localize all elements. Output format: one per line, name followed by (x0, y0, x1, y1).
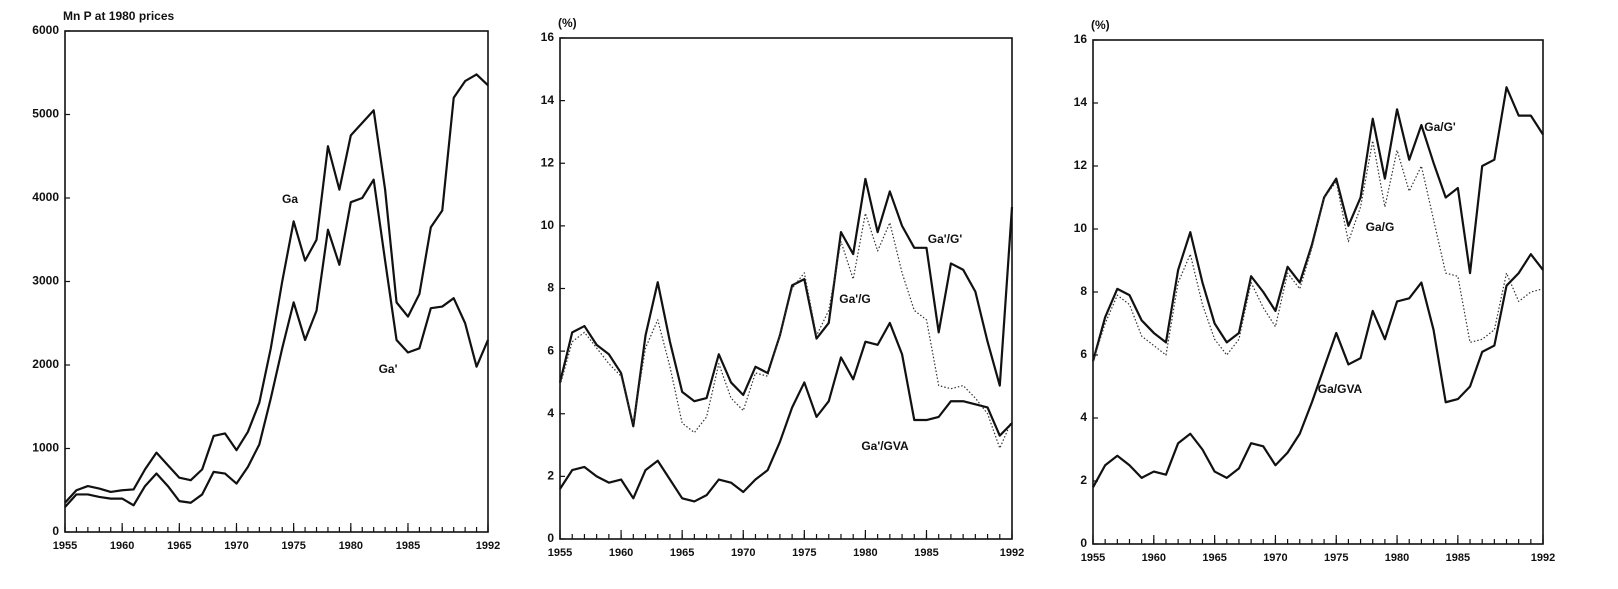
series-label: Ga/G (1366, 220, 1395, 234)
y-tick-label: 6 (1080, 347, 1087, 361)
x-tick-label: 1965 (670, 547, 694, 559)
y-tick-label: 0 (52, 524, 59, 538)
x-tick-label: 1975 (792, 547, 816, 559)
x-tick-label: 1992 (1000, 547, 1024, 559)
series-label: Ga/GVA (1318, 382, 1363, 396)
y-tick-label: 14 (1074, 95, 1088, 109)
x-tick-label: 1980 (1385, 552, 1409, 564)
y-tick-label: 6000 (32, 23, 59, 37)
x-tick-label: 1955 (1081, 552, 1105, 564)
series-label: Ga'/G' (928, 232, 963, 246)
y-tick-label: 4000 (32, 190, 59, 204)
x-tick-label: 1955 (53, 540, 77, 552)
y-tick-label: 16 (541, 30, 555, 44)
x-tick-label: 1965 (1202, 552, 1226, 564)
y-tick-label: 0 (547, 531, 554, 545)
y-tick-label: 6 (547, 343, 554, 357)
x-tick-label: 1965 (167, 540, 191, 552)
y-tick-label: 2 (547, 469, 554, 483)
y-tick-label: 2000 (32, 357, 59, 371)
series-label: Ga'/GVA (861, 439, 909, 453)
x-tick-label: 1975 (1324, 552, 1348, 564)
x-tick-label: 1970 (1263, 552, 1287, 564)
y-axis-label: (%) (558, 16, 577, 30)
y-tick-label: 0 (1080, 536, 1087, 550)
x-tick-label: 1980 (339, 540, 363, 552)
y-tick-label: 12 (1074, 158, 1088, 172)
y-tick-label: 16 (1074, 32, 1088, 46)
x-tick-label: 1992 (476, 540, 500, 552)
x-tick-label: 1955 (548, 547, 572, 559)
series-line (64, 73, 489, 504)
y-tick-label: 2 (1080, 473, 1087, 487)
series-label: Ga'/G (839, 292, 871, 306)
x-tick-label: 1960 (609, 547, 633, 559)
y-tick-label: 1000 (32, 441, 59, 455)
series-label: Ga' (379, 362, 398, 376)
x-tick-label: 1975 (281, 540, 305, 552)
x-tick-label: 1980 (853, 547, 877, 559)
x-tick-label: 1960 (1142, 552, 1166, 564)
y-tick-label: 8 (1080, 284, 1087, 298)
series-line (558, 177, 1014, 428)
y-tick-label: 4 (547, 406, 554, 420)
series-line (64, 178, 490, 508)
x-tick-label: 1992 (1531, 552, 1555, 564)
series-line (1092, 253, 1544, 488)
y-tick-label: 14 (541, 93, 555, 107)
series-label: Ga (282, 192, 298, 206)
y-axis-label: (%) (1091, 18, 1110, 32)
y-tick-label: 10 (1074, 221, 1088, 235)
y-tick-label: 4 (1080, 410, 1087, 424)
plot-frame (559, 37, 1013, 540)
y-tick-label: 10 (541, 218, 555, 232)
y-axis-label: Mn P at 1980 prices (63, 9, 174, 23)
series-line (1091, 86, 1544, 362)
x-tick-label: 1970 (224, 540, 248, 552)
series-line (559, 212, 1013, 449)
plot-frame (64, 30, 489, 533)
x-tick-label: 1985 (1446, 552, 1470, 564)
x-tick-label: 1960 (110, 540, 134, 552)
series-line (1092, 140, 1544, 362)
series-label: Ga/G' (1424, 120, 1456, 134)
y-tick-label: 12 (541, 155, 555, 169)
plot-frame (1092, 39, 1544, 545)
series-line (559, 321, 1013, 503)
y-tick-label: 3000 (32, 274, 59, 288)
x-tick-label: 1985 (396, 540, 420, 552)
y-tick-label: 8 (547, 281, 554, 295)
x-tick-label: 1985 (914, 547, 938, 559)
y-tick-label: 5000 (32, 107, 59, 121)
x-tick-label: 1970 (731, 547, 755, 559)
